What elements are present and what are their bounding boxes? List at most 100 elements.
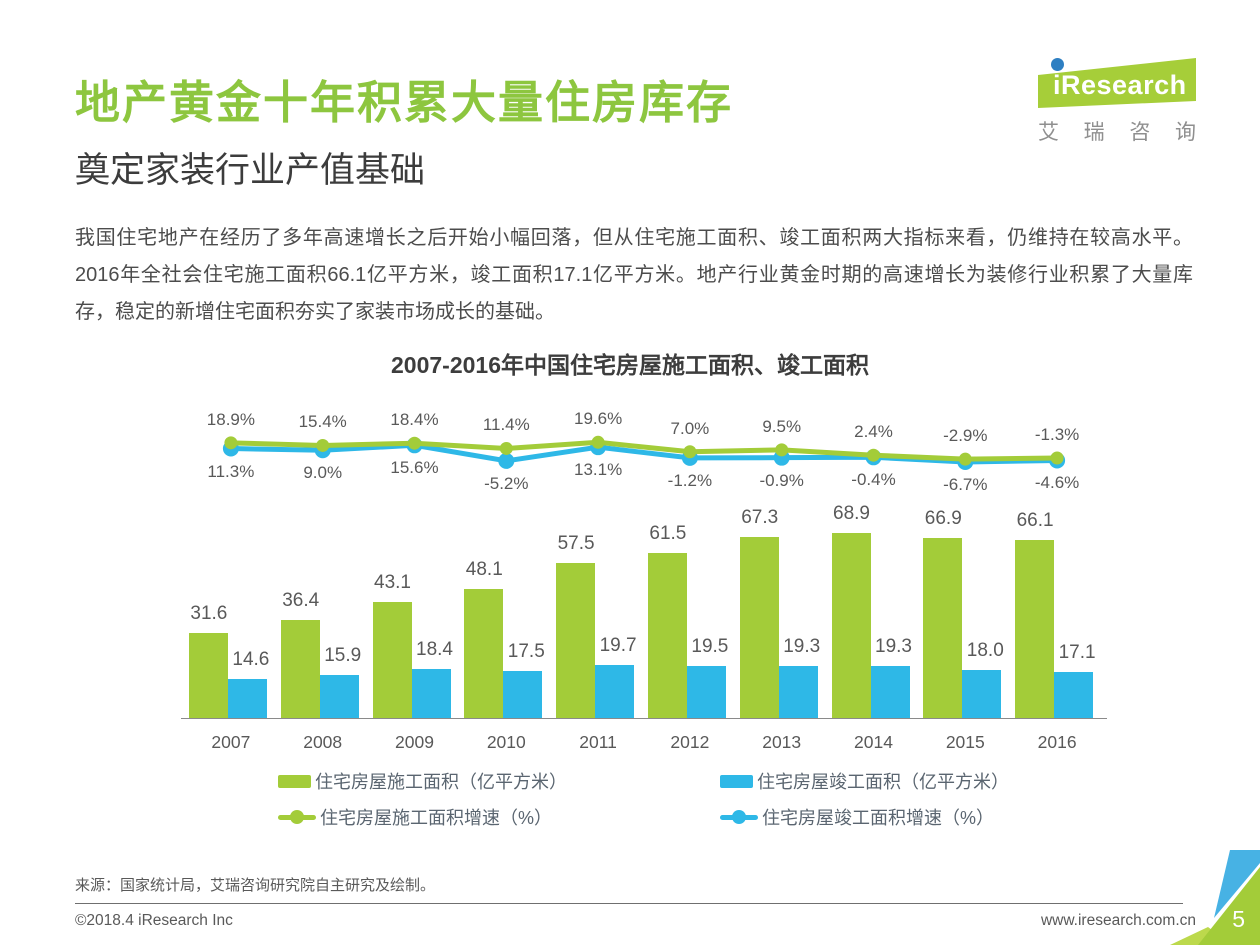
bar-value-construction-2016: 66.1 (1016, 510, 1054, 532)
completion-growth-line (230, 442, 1058, 465)
bar-construction-2015 (923, 538, 963, 718)
logo-brand-chinese: 艾瑞咨询 (1038, 121, 1196, 144)
corner-blue-band (1214, 850, 1260, 918)
bar-construction-2016 (1015, 540, 1055, 718)
intro-paragraph: 我国住宅地产在经历了多年高速增长之后开始小幅回落，但从住宅施工面积、竣工面积两大… (75, 227, 1193, 323)
x-axis-line (181, 718, 1107, 719)
corner-decoration (1170, 850, 1260, 945)
completion-growth-point-2015 (957, 454, 974, 471)
growth-completion-2008: 9.0% (303, 463, 343, 483)
growth-construction-2008: 15.4% (298, 412, 347, 432)
bar-construction-2010 (464, 588, 504, 718)
iresearch-logo: iResearch 艾瑞咨询 (1038, 58, 1198, 146)
bar-construction-2012 (647, 552, 687, 718)
growth-construction-2016: -1.3% (1034, 424, 1080, 444)
construction-growth-point-2015 (958, 452, 972, 466)
construction-growth-point-2016 (1050, 451, 1064, 465)
growth-construction-2014: 2.4% (854, 422, 893, 442)
bar-value-construction-2012: 61.5 (649, 522, 687, 544)
legend-label: 住宅房屋竣工面积（亿平方米） (757, 772, 1009, 792)
construction-growth-point-2011 (591, 435, 605, 449)
construction-growth-point-2014 (867, 448, 880, 462)
construction-growth-point-2009 (408, 436, 421, 450)
x-tick-2009: 2009 (395, 732, 434, 752)
bar-completion-2016 (1054, 672, 1094, 718)
bar-completion-2008 (319, 675, 359, 718)
chart-title: 2007-2016年中国住宅房屋施工面积、竣工面积 (391, 352, 869, 378)
legend-bar-swatch-icon (720, 774, 753, 788)
legend-bar-swatch-icon (278, 774, 311, 788)
legend-completion-area: 住宅房屋竣工面积（亿平方米） (630, 768, 1185, 794)
bar-value-construction-2011: 57.5 (557, 533, 595, 555)
bar-value-completion-2013: 19.3 (783, 636, 821, 658)
bar-value-completion-2016: 17.1 (1058, 642, 1096, 663)
bar-value-completion-2015: 18.0 (966, 639, 1004, 661)
x-tick-2015: 2015 (945, 732, 985, 752)
bar-value-completion-2012: 19.5 (691, 635, 729, 657)
completion-growth-point-2011 (590, 439, 607, 456)
bar-value-completion-2011: 19.7 (599, 635, 637, 656)
growth-construction-2015: -2.9% (943, 426, 988, 446)
page-subtitle: 奠定家装行业产值基础 (75, 151, 426, 190)
growth-completion-2011: 13.1% (573, 460, 623, 480)
chart-legend: 住宅房屋施工面积（亿平方米） 住宅房屋竣工面积（亿平方米） 住宅房屋施工面积增速（%… (75, 768, 1185, 830)
bar-value-construction-2014: 68.9 (833, 502, 870, 524)
growth-construction-2011: 19.6% (573, 409, 623, 429)
growth-completion-2009: 15.6% (390, 458, 439, 478)
construction-growth-point-2007 (224, 436, 238, 450)
page-title: 地产黄金十年积累大量住房库存 (75, 77, 734, 128)
bar-completion-2009 (411, 668, 451, 718)
growth-completion-2014: -0.4% (851, 470, 896, 490)
growth-completion-2012: -1.2% (667, 470, 713, 490)
legend-construction-growth: 住宅房屋施工面积增速（%） (75, 804, 630, 830)
bar-value-construction-2013: 67.3 (741, 506, 779, 528)
growth-completion-2010: -5.2% (484, 473, 529, 493)
completion-growth-point-2009 (406, 437, 423, 454)
growth-construction-2012: 7.0% (670, 418, 710, 438)
bar-value-construction-2007: 31.6 (190, 602, 228, 624)
x-tick-2010: 2010 (486, 732, 526, 752)
x-tick-2013: 2013 (762, 732, 802, 752)
bar-completion-2007 (227, 678, 267, 718)
corner-green-triangle (1198, 867, 1260, 945)
bar-value-completion-2010: 17.5 (507, 640, 545, 662)
bar-completion-2013 (778, 666, 818, 718)
bar-value-completion-2007: 14.6 (232, 648, 270, 670)
x-tick-2011: 2011 (579, 732, 617, 752)
x-tick-2007: 2007 (211, 732, 251, 752)
source-note: 来源：国家统计局，艾瑞咨询研究院自主研究及绘制。 (75, 877, 436, 894)
legend-label: 住宅房屋施工面积增速（%） (320, 808, 553, 828)
bar-construction-2011 (556, 563, 596, 718)
logo-brand-text: iResearch (1053, 70, 1187, 100)
completion-growth-point-2007 (222, 440, 239, 457)
bar-construction-2007 (188, 632, 228, 718)
bar-completion-2015 (962, 669, 1002, 718)
logo-dot-icon (1051, 58, 1064, 71)
completion-growth-point-2012 (681, 449, 698, 466)
legend-completion-growth: 住宅房屋竣工面积增速（%） (630, 804, 1185, 830)
completion-growth-point-2013 (773, 449, 790, 466)
bar-completion-2014 (870, 666, 910, 718)
construction-growth-point-2008 (316, 438, 330, 452)
footer-copyright: ©2018.4 iResearch Inc (75, 912, 233, 929)
legend-label: 住宅房屋竣工面积增速（%） (762, 808, 995, 828)
growth-construction-2007: 18.9% (206, 409, 255, 429)
bar-construction-2009 (372, 602, 412, 718)
legend-label: 住宅房屋施工面积（亿平方米） (315, 772, 567, 792)
bar-value-construction-2008: 36.4 (282, 590, 320, 612)
legend-construction-area: 住宅房屋施工面积（亿平方米） (75, 768, 630, 794)
growth-completion-2013: -0.9% (759, 470, 804, 490)
legend-line-marker-icon (720, 810, 758, 824)
bar-value-construction-2009: 43.1 (374, 572, 411, 594)
growth-completion-2015: -6.7% (943, 475, 988, 495)
growth-construction-2010: 11.4% (482, 415, 530, 435)
construction-growth-point-2013 (775, 443, 789, 457)
growth-completion-2016: -4.6% (1034, 473, 1080, 493)
growth-construction-2013: 9.5% (762, 416, 802, 436)
footer-website: www.iresearch.com.cn (1040, 912, 1196, 929)
bar-value-completion-2014: 19.3 (875, 636, 912, 658)
bar-value-completion-2008: 15.9 (324, 645, 362, 667)
bar-completion-2010 (503, 670, 543, 718)
bar-value-completion-2009: 18.4 (416, 638, 453, 660)
